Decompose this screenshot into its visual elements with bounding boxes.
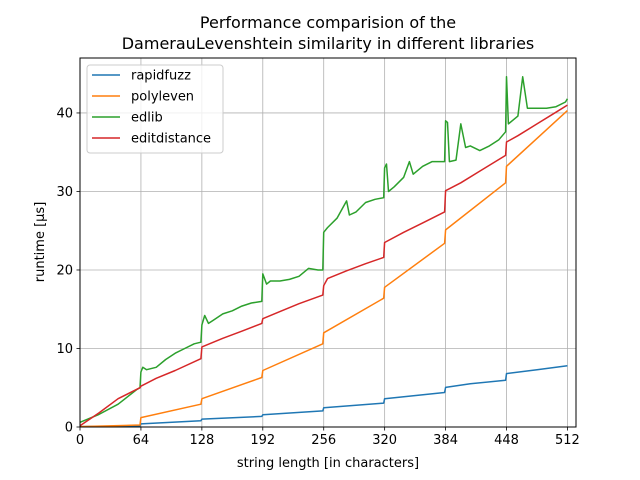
legend-label-polyleven: polyleven (131, 90, 194, 105)
y-tick-label: 30 (56, 185, 73, 200)
x-tick-label: 256 (311, 433, 336, 448)
y-tick-label: 10 (56, 342, 73, 357)
series-line-edlib (79, 76, 569, 423)
legend-label-rapidfuzz: rapidfuzz (131, 69, 191, 84)
series-line-polyleven (79, 110, 568, 428)
legend-label-edlib: edlib (131, 111, 163, 126)
y-tick-label: 0 (65, 421, 73, 436)
series-line-rapidfuzz (79, 365, 568, 428)
x-tick-label: 320 (372, 433, 397, 448)
x-tick-label: 512 (555, 433, 580, 448)
x-tick-label: 0 (76, 433, 84, 448)
x-tick-label: 128 (189, 433, 214, 448)
x-tick-label: 384 (433, 433, 458, 448)
legend-box (86, 64, 224, 154)
y-tick-label: 40 (56, 106, 73, 121)
x-tick-label: 448 (494, 433, 519, 448)
x-axis-label: string length [in characters] (237, 456, 419, 471)
chart-title-line-2: DamerauLevenshtein similarity in differe… (122, 34, 535, 53)
legend-label-editdistance: editdistance (131, 132, 211, 147)
series-line-editdistance (79, 104, 568, 427)
x-tick-label: 64 (133, 433, 150, 448)
legend: rapidfuzz polyleven edlib editdistance (86, 64, 224, 154)
y-axis-label: runtime [μs] (33, 202, 48, 283)
plot-frame (79, 57, 577, 428)
chart-title-line-1: Performance comparision of the (200, 13, 456, 32)
ticks: 0 64 128 192 256 320 384 448 512 0 10 20 30 40 (56, 106, 579, 448)
series-layer (79, 76, 569, 428)
y-tick-label: 20 (56, 263, 73, 278)
x-tick-label: 192 (250, 433, 275, 448)
